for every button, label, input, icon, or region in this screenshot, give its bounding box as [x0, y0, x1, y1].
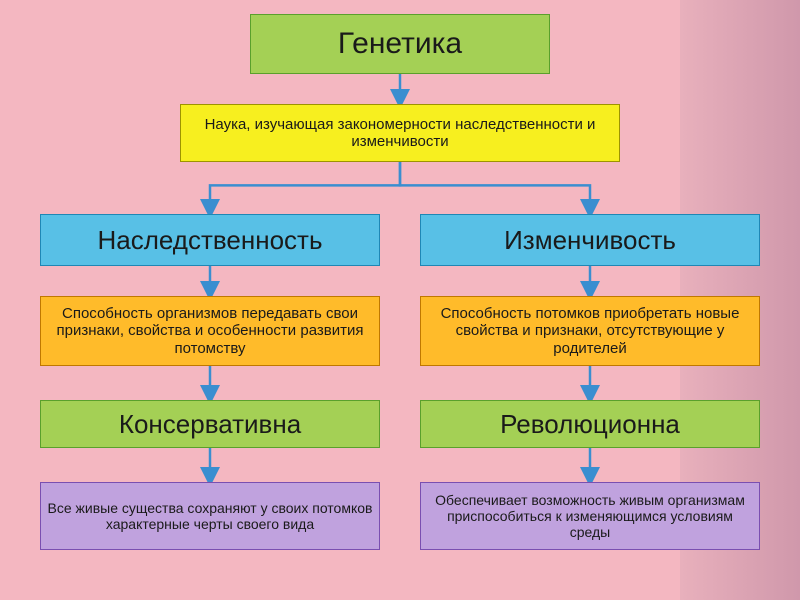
- box-variab: Изменчивость: [420, 214, 760, 266]
- box-hered_d: Способность организмов передавать свои п…: [40, 296, 380, 366]
- box-revol-label: Революционна: [500, 409, 680, 440]
- box-cons_d: Все живые существа сохраняют у своих пот…: [40, 482, 380, 550]
- box-var_d-label: Способность потомков приобретать новые с…: [427, 305, 753, 357]
- box-title-label: Генетика: [338, 27, 462, 61]
- box-conserv: Консервативна: [40, 400, 380, 448]
- arrow-defn-to-heredity: [210, 162, 400, 214]
- box-rev_d-label: Обеспечивает возможность живым организма…: [427, 492, 753, 540]
- arrow-defn-to-variab: [400, 162, 590, 214]
- box-heredity-label: Наследственность: [98, 225, 323, 256]
- box-hered_d-label: Способность организмов передавать свои п…: [47, 305, 373, 357]
- box-revol: Революционна: [420, 400, 760, 448]
- box-var_d: Способность потомков приобретать новые с…: [420, 296, 760, 366]
- box-cons_d-label: Все живые существа сохраняют у своих пот…: [47, 500, 373, 532]
- box-defn: Наука, изучающая закономерности наследст…: [180, 104, 620, 162]
- box-title: Генетика: [250, 14, 550, 74]
- box-conserv-label: Консервативна: [119, 409, 301, 440]
- box-defn-label: Наука, изучающая закономерности наследст…: [187, 116, 613, 151]
- box-variab-label: Изменчивость: [504, 225, 676, 256]
- box-heredity: Наследственность: [40, 214, 380, 266]
- box-rev_d: Обеспечивает возможность живым организма…: [420, 482, 760, 550]
